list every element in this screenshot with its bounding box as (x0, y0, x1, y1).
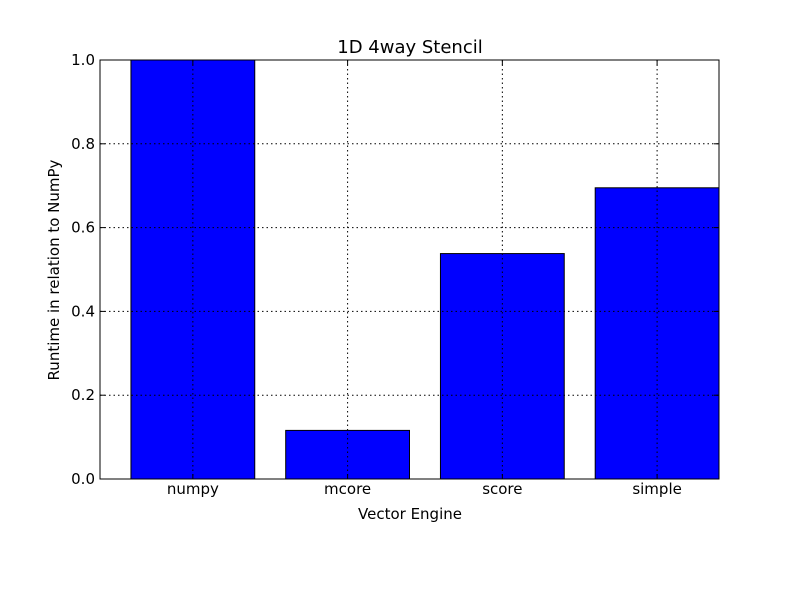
y-tick-label: 0.8 (71, 135, 95, 153)
x-tick-label: score (482, 480, 522, 498)
bar-mcore (285, 429, 411, 480)
y-tick-label: 0.0 (71, 470, 95, 488)
bar-numpy (130, 59, 256, 480)
x-axis-ticks: numpy mcore score simple (167, 60, 682, 498)
y-tick-label: 1.0 (71, 51, 95, 69)
x-tick-label: mcore (324, 480, 371, 498)
plot-frame (99, 59, 720, 480)
x-axis-label: Vector Engine (358, 505, 462, 523)
y-tick-label: 0.2 (71, 386, 95, 404)
y-tick-label: 0.4 (71, 302, 95, 320)
bars (130, 59, 720, 480)
x-tick-label: simple (632, 480, 682, 498)
x-tick-label: numpy (167, 480, 219, 498)
y-axis-label: Runtime in relation to NumPy (45, 159, 63, 380)
chart-title: 1D 4way Stencil (337, 37, 482, 58)
y-axis-ticks: 0.0 0.2 0.4 0.6 0.8 1.0 (71, 51, 719, 488)
y-tick-label: 0.6 (71, 219, 95, 237)
